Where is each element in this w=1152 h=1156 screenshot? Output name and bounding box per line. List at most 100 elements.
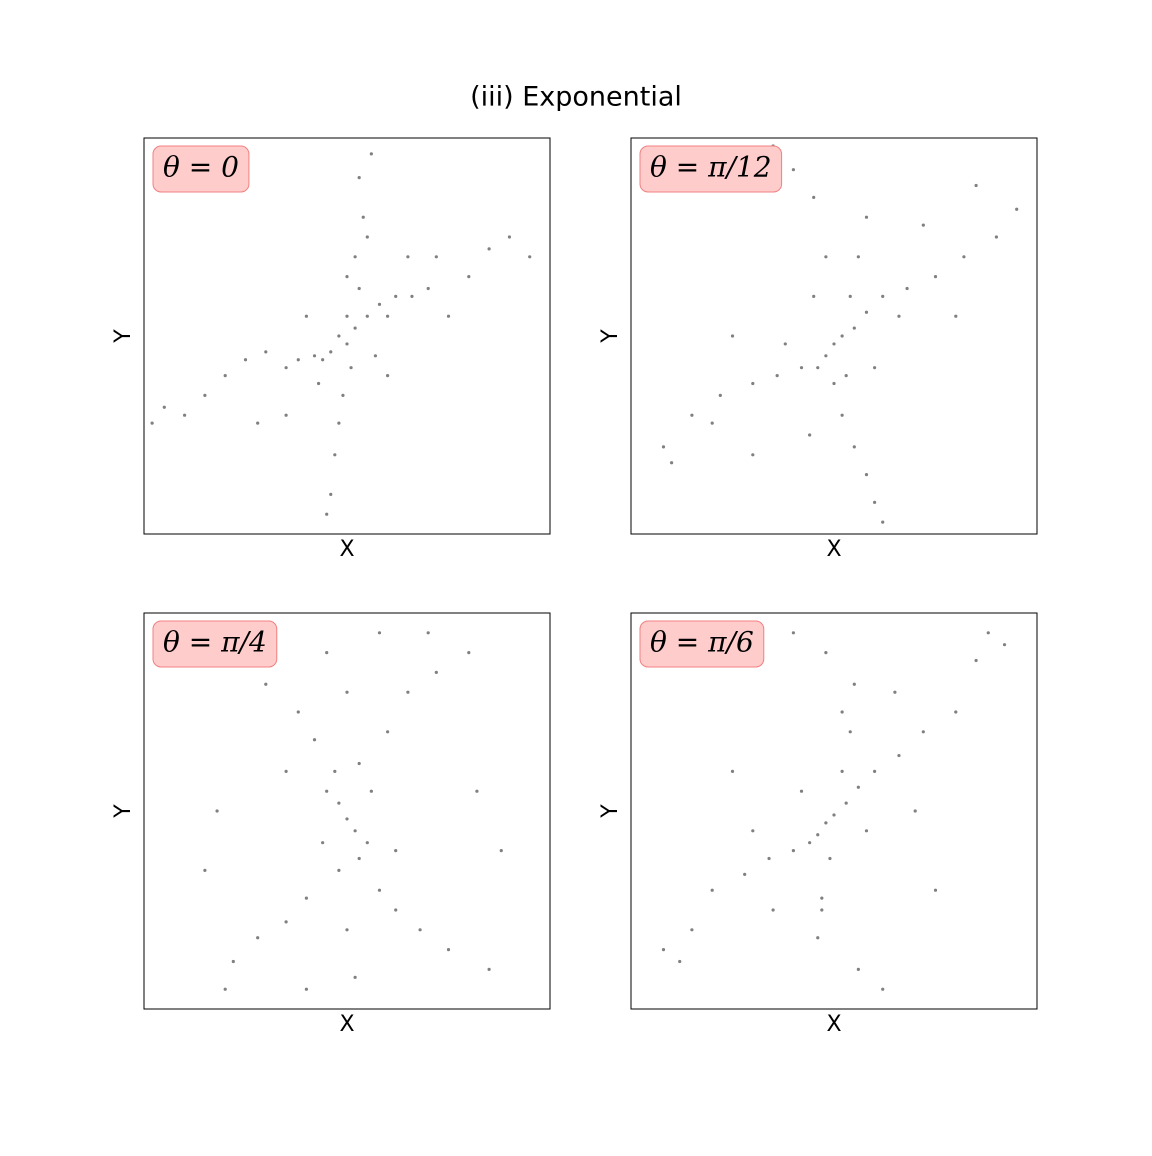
scatter-point [730, 769, 735, 774]
scatter-point [365, 235, 369, 239]
scatter-point [312, 354, 317, 358]
scatter-point [670, 461, 674, 465]
scatter-point [986, 631, 990, 635]
scatter-point [365, 841, 369, 845]
scatter-point [933, 888, 938, 892]
scatter-point [893, 690, 897, 694]
scatter-point [365, 314, 369, 318]
scatter-point [840, 769, 844, 774]
scatter-point [284, 920, 288, 924]
scatter-point [507, 235, 511, 239]
scatter-point [848, 294, 852, 298]
scatter-point [751, 381, 755, 386]
scatter-point [243, 358, 248, 362]
scatter-point [284, 366, 288, 370]
scatter-point [852, 326, 856, 330]
scatter-point [856, 785, 860, 789]
scatter-point [690, 928, 694, 932]
scatter-point [1002, 643, 1007, 647]
scatter-point [873, 500, 877, 504]
scatter-point [284, 769, 288, 774]
scatter-point [231, 959, 235, 964]
annotation: θ = 0 [163, 151, 239, 184]
scatter-point [329, 492, 333, 496]
scatter-point [215, 809, 219, 813]
scatter-point [316, 381, 321, 386]
scatter-point [808, 841, 812, 845]
scatter-point [678, 959, 682, 964]
annotation-box [639, 620, 765, 668]
y-axis-label: Y [111, 804, 136, 819]
annotation: θ = π/4 [163, 626, 267, 659]
y-axis-label: Y [598, 329, 623, 344]
scatter-point [864, 215, 869, 219]
scatter-point [864, 310, 869, 314]
scatter-point [345, 817, 349, 821]
subplot: X Yθ = 0 [111, 137, 551, 562]
scatter-point [751, 829, 755, 833]
x-axis-label: X [826, 1012, 841, 1037]
scatter-point [296, 710, 300, 714]
scatter-point [791, 631, 796, 635]
scatter-point [852, 682, 856, 686]
scatter-point [256, 936, 260, 940]
scatter-point [325, 789, 329, 793]
scatter-point [406, 690, 410, 694]
scatter-point [832, 342, 836, 346]
scatter-point [406, 255, 410, 259]
scatter-point [812, 195, 816, 199]
plot-frame [630, 137, 1038, 535]
scatter-point [345, 690, 349, 694]
scatter-point [852, 445, 856, 449]
scatter-point [743, 872, 747, 876]
scatter-point [349, 366, 353, 370]
scatter-point [487, 247, 491, 251]
scatter-point [386, 374, 390, 378]
scatter-point [203, 868, 207, 873]
scatter-point [345, 314, 349, 318]
scatter-point [434, 670, 438, 675]
scatter-point [820, 908, 824, 912]
scatter-point [844, 374, 848, 378]
scatter-point [357, 176, 361, 180]
scatter-point [864, 473, 869, 477]
scatter-point [312, 738, 317, 742]
scatter-point [377, 631, 382, 635]
scatter-point [840, 710, 844, 714]
scatter-point [690, 413, 694, 417]
scatter-point [345, 342, 349, 346]
scatter-point [341, 393, 345, 397]
y-axis-label: Y [598, 804, 623, 819]
scatter-point [284, 413, 288, 417]
scatter-point [304, 987, 308, 991]
scatter-point [820, 896, 824, 900]
scatter-point [333, 769, 337, 774]
x-axis-label: X [339, 1012, 354, 1037]
scatter-point [791, 849, 796, 853]
scatter-point [856, 255, 860, 259]
scatter-point [353, 829, 357, 833]
scatter-point [824, 651, 828, 655]
scatter-point [183, 413, 187, 417]
scatter-point [921, 730, 925, 734]
plot-frame [630, 612, 1038, 1010]
scatter-point [467, 275, 471, 279]
scatter-point [369, 789, 373, 793]
scatter-point [264, 350, 268, 354]
scatter-point [873, 769, 877, 774]
scatter-point [974, 183, 978, 188]
scatter-point [223, 374, 227, 378]
scatter-point [337, 421, 341, 425]
annotation-box [639, 145, 783, 193]
scatter-point [394, 294, 398, 298]
scatter-point [357, 856, 361, 861]
scatter-point [337, 334, 341, 338]
scatter-point [840, 413, 844, 417]
scatter-point [345, 928, 349, 932]
scatter-point [873, 366, 877, 370]
scatter-point [799, 366, 804, 370]
scatter-point [751, 453, 755, 457]
scatter-point [799, 789, 804, 793]
scatter-point [369, 152, 373, 156]
